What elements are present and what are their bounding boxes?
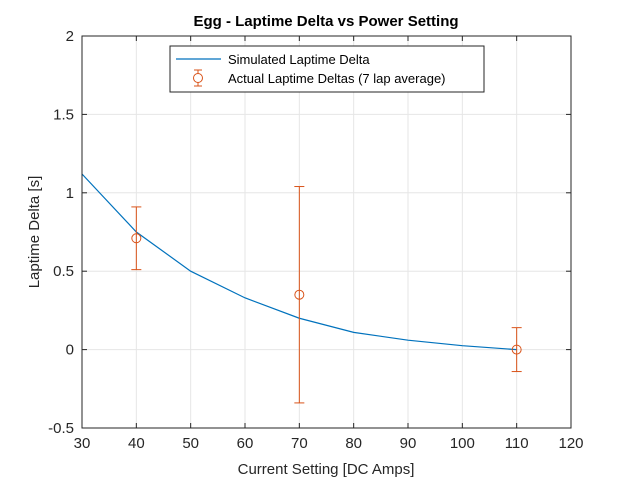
data-point-marker bbox=[294, 289, 305, 300]
x-tick-label: 80 bbox=[345, 435, 362, 452]
y-tick-label: 0 bbox=[66, 342, 74, 359]
legend: Simulated Laptime Delta Actual Laptime De… bbox=[169, 45, 485, 93]
grid-lines bbox=[82, 36, 571, 428]
chart-title: Egg - Laptime Delta vs Power Setting bbox=[193, 13, 458, 30]
y-tick-label: 2 bbox=[66, 28, 74, 45]
y-tick-label: 1 bbox=[66, 185, 74, 202]
y-tick-label: 1.5 bbox=[53, 106, 74, 123]
axes bbox=[81, 35, 572, 429]
x-tick-label: 120 bbox=[558, 435, 583, 452]
actual-series bbox=[131, 186, 522, 404]
y-tick-label: 0.5 bbox=[53, 263, 74, 280]
x-tick-label: 30 bbox=[74, 435, 91, 452]
x-tick-label: 90 bbox=[400, 435, 417, 452]
x-tick-label: 40 bbox=[128, 435, 145, 452]
x-tick-label: 70 bbox=[291, 435, 308, 452]
y-axis-label: Laptime Delta [s] bbox=[26, 176, 43, 289]
axes-box bbox=[81, 35, 572, 429]
x-tick-label: 100 bbox=[450, 435, 475, 452]
data-point-marker bbox=[131, 233, 142, 244]
legend-label: Simulated Laptime Delta bbox=[228, 52, 370, 67]
legend-label: Actual Laptime Deltas (7 lap average) bbox=[228, 71, 446, 86]
x-tick-label: 110 bbox=[505, 435, 529, 452]
legend-marker-swatch bbox=[193, 73, 203, 83]
legend-box bbox=[169, 45, 485, 93]
plot-area bbox=[82, 36, 571, 428]
y-tick-label: -0.5 bbox=[48, 420, 74, 437]
x-tick-label: 50 bbox=[182, 435, 199, 452]
data-point-marker bbox=[511, 344, 522, 355]
tick-labels: 30 40 50 60 70 80 90 100 110 120 -0.5 0 0.5 1 1.5 2 bbox=[48, 28, 583, 452]
x-tick-label: 60 bbox=[237, 435, 254, 452]
x-axis-label: Current Setting [DC Amps] bbox=[238, 461, 415, 478]
